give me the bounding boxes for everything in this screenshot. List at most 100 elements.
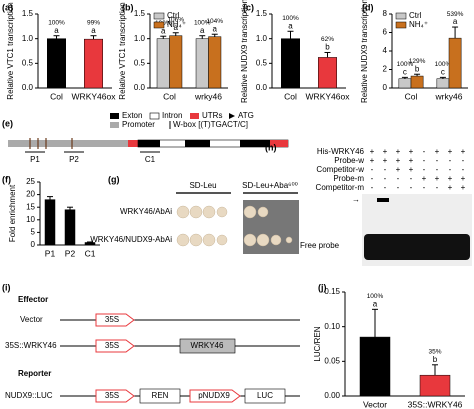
bar: [84, 38, 103, 89]
lane-sign: -: [410, 183, 413, 192]
y-tick-label: 1.5: [256, 9, 268, 18]
y-axis-label: Relative VTC1 transcription: [6, 2, 15, 99]
exon: [185, 140, 210, 147]
legend-text: Intron: [162, 111, 182, 120]
value-label: 100%: [397, 61, 414, 68]
x-tick-label: WRKY46ox: [72, 91, 117, 101]
section-title: Effector: [18, 295, 48, 304]
row-label: Probe-m: [333, 174, 364, 183]
lane-sign: +: [383, 147, 388, 156]
x-tick-label: P2: [65, 248, 76, 258]
y-tick-label: 0: [383, 83, 388, 92]
promoter-nudx9: [189, 389, 241, 403]
lane-sign: +: [396, 165, 401, 174]
x-tick-label: Col: [284, 91, 297, 101]
legend-swatch: [153, 21, 165, 29]
bar: [398, 78, 412, 89]
promoter-35s: [95, 339, 135, 353]
bar: [410, 75, 424, 89]
y-tick-label: 0.15: [324, 287, 340, 296]
luc-label: LUC: [257, 391, 273, 400]
significance-letter: a: [288, 21, 293, 30]
y-tick-label: 0.00: [324, 391, 340, 400]
promoter-label: pNUDX9: [198, 391, 230, 400]
panel-label: (b): [122, 2, 134, 12]
primer-label: P1: [30, 155, 40, 164]
promoter-label: 35S: [105, 391, 119, 400]
y-tick-label: 1.5: [134, 9, 146, 18]
header-bar: [243, 192, 298, 194]
x-tick-label: 35S::WRKY46: [408, 399, 463, 409]
lane-sign: -: [397, 183, 400, 192]
y-tick-label: 20: [26, 190, 35, 199]
constructs: (i) Effector Vector 35S 35S::WRKY46 35S …: [2, 282, 300, 404]
section-title: Reporter: [18, 369, 51, 378]
legend-text: NH₄⁺: [409, 20, 428, 29]
value-label: 100%: [367, 293, 384, 300]
lane-sign: +: [409, 165, 414, 174]
x-tick-label: P1: [45, 248, 56, 258]
promoter: [8, 140, 128, 147]
value-label: 100%: [282, 15, 299, 22]
y-tick-label: 8: [383, 9, 388, 18]
ren-label: REN: [152, 391, 169, 400]
bar: [84, 242, 96, 246]
bar: [359, 336, 391, 397]
y-tick-label: 5: [31, 228, 36, 237]
value-label: 100%: [435, 61, 452, 68]
value-label: 104%: [206, 18, 223, 25]
value-label: 62%: [321, 36, 334, 43]
bar: [47, 38, 66, 89]
y-axis-label: LUC/REN: [313, 326, 322, 361]
lane-sign: -: [436, 156, 439, 165]
x-tick-label: wrky46: [435, 91, 463, 101]
y-tick-label: 0.5: [256, 58, 268, 67]
lane-sign: +: [396, 156, 401, 165]
y-tick-label: 15: [26, 202, 35, 211]
exon: [138, 140, 160, 147]
lane-sign: +: [435, 147, 440, 156]
panel-label: (i): [2, 282, 11, 292]
lane-sign: -: [449, 156, 452, 165]
lane-sign: -: [384, 165, 387, 174]
legend-text: UTRs: [202, 111, 222, 120]
legend-text: Ctrl: [409, 11, 422, 20]
significance-letter: a: [54, 26, 59, 35]
lane-sign: -: [423, 156, 426, 165]
lane-sign: +: [370, 147, 375, 156]
x-tick-label: Col: [405, 91, 418, 101]
panel-label: (g): [108, 174, 120, 184]
y-axis-label: Relative VTC1 transcription: [118, 2, 127, 99]
free-probe-band: [364, 234, 470, 260]
legend-swatch: [190, 113, 199, 119]
lane-sign: -: [423, 165, 426, 174]
lane-sign: +: [383, 156, 388, 165]
y-tick-label: 10: [26, 215, 35, 224]
w-boxes: [29, 138, 73, 149]
y-tick-label: 4: [383, 46, 388, 55]
y-tick-label: 2: [383, 65, 388, 74]
legend-text: Exton: [122, 111, 142, 120]
lane-sign: -: [397, 174, 400, 183]
y-tick-label: 0.0: [134, 83, 146, 92]
promoter-label: 35S: [105, 341, 119, 350]
lane-sign: +: [409, 147, 414, 156]
significance-letter: a: [213, 24, 218, 33]
lane-sign: +: [448, 147, 453, 156]
significance-letter: a: [373, 299, 378, 308]
legend-swatch: [395, 12, 407, 20]
lane-sign: -: [436, 183, 439, 192]
legend-text: Ctrl: [167, 11, 180, 20]
significance-letter: c: [441, 67, 445, 76]
header-bar: [176, 192, 231, 194]
construct-name: Vector: [20, 315, 43, 324]
y-tick-label: 1.0: [134, 34, 146, 43]
y-tick-label: 0: [31, 240, 36, 249]
row-label: Competitor-w: [316, 165, 364, 174]
lane-sign: +: [448, 174, 453, 183]
bar: [281, 38, 300, 89]
panel-label: (h): [265, 142, 277, 152]
x-tick-label: Vector: [363, 399, 387, 409]
significance-letter: c: [403, 67, 407, 76]
